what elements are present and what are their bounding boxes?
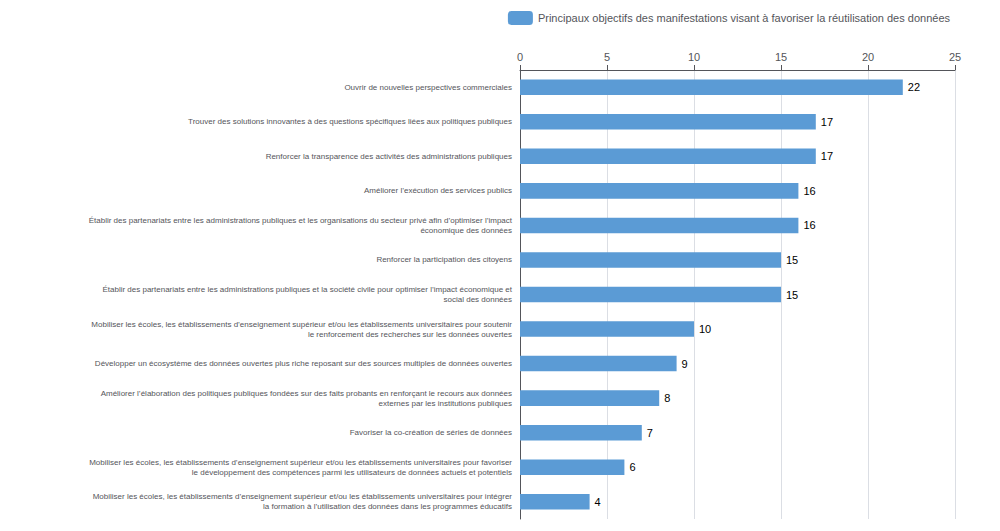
svg-text:Améliorer l’exécution des serv: Améliorer l’exécution des services publi…: [364, 186, 512, 195]
svg-text:externes par les institutions: externes par les institutions publiques: [379, 399, 512, 408]
svg-text:15: 15: [775, 51, 787, 63]
svg-text:Améliorer l’élaboration des po: Améliorer l’élaboration des politiques p…: [101, 389, 512, 398]
svg-text:Ouvrir de nouvelles perspectiv: Ouvrir de nouvelles perspectives commerc…: [344, 83, 512, 92]
svg-text:Établir des partenariats entre: Établir des partenariats entre les admin…: [89, 216, 513, 225]
svg-text:7: 7: [647, 427, 653, 439]
svg-text:17: 17: [821, 116, 833, 128]
svg-text:16: 16: [803, 185, 815, 197]
svg-text:15: 15: [786, 289, 798, 301]
svg-text:Principaux objectifs des manif: Principaux objectifs des manifestations …: [538, 12, 951, 24]
svg-text:Mobiliser les écoles, les étab: Mobiliser les écoles, les établissements…: [91, 320, 512, 329]
svg-text:5: 5: [604, 51, 610, 63]
svg-text:la formation à l’utilisation d: la formation à l’utilisation des données…: [263, 502, 512, 511]
svg-text:Renforcer la transparence des: Renforcer la transparence des activités …: [266, 152, 512, 161]
svg-text:6: 6: [629, 461, 635, 473]
svg-text:10: 10: [699, 323, 711, 335]
svg-text:0: 0: [517, 51, 523, 63]
svg-text:22: 22: [908, 81, 920, 93]
svg-text:le renforcement des recherches: le renforcement des recherches sur les d…: [308, 330, 512, 339]
svg-text:Établir des partenariats entre: Établir des partenariats entre les admin…: [102, 285, 512, 294]
svg-text:Renforcer la participation des: Renforcer la participation des citoyens: [376, 255, 512, 264]
svg-text:4: 4: [595, 496, 601, 508]
svg-text:9: 9: [682, 358, 688, 370]
svg-text:Développer un écosystème des d: Développer un écosystème des données ouv…: [95, 359, 512, 368]
svg-text:Mobiliser les écoles, les étab: Mobiliser les écoles, les établissements…: [89, 458, 512, 467]
svg-text:économique des données: économique des données: [420, 226, 512, 235]
svg-text:17: 17: [821, 150, 833, 162]
svg-text:le développement des compétenc: le développement des compétences parmi l…: [192, 468, 512, 477]
svg-text:20: 20: [862, 51, 874, 63]
svg-text:25: 25: [949, 51, 961, 63]
svg-text:social des données: social des données: [444, 295, 513, 304]
svg-text:Favoriser la co-création de sé: Favoriser la co-création de séries de do…: [350, 428, 512, 437]
svg-text:Trouver des solutions innovant: Trouver des solutions innovantes à des q…: [188, 117, 512, 126]
svg-text:10: 10: [688, 51, 700, 63]
svg-text:Mobiliser les écoles, les étab: Mobiliser les écoles, les établissements…: [93, 492, 513, 501]
svg-text:8: 8: [664, 392, 670, 404]
svg-text:16: 16: [803, 219, 815, 231]
svg-text:15: 15: [786, 254, 798, 266]
